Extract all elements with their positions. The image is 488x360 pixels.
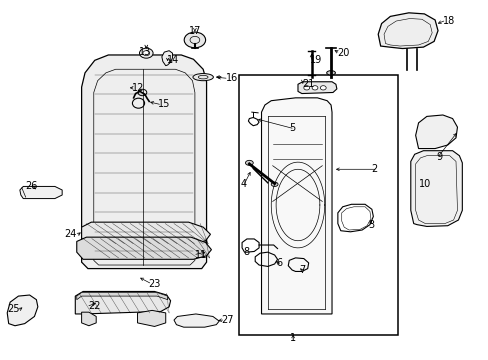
Text: 8: 8 — [243, 247, 249, 257]
Text: 19: 19 — [309, 55, 322, 65]
Text: 22: 22 — [88, 301, 100, 311]
Polygon shape — [297, 82, 336, 94]
Text: 3: 3 — [368, 220, 374, 230]
Text: 9: 9 — [436, 152, 442, 162]
Text: 6: 6 — [276, 258, 282, 268]
Ellipse shape — [139, 48, 153, 58]
Polygon shape — [81, 312, 96, 326]
Polygon shape — [75, 292, 170, 314]
Polygon shape — [77, 293, 167, 300]
Text: 26: 26 — [25, 181, 38, 192]
Text: 1: 1 — [289, 333, 296, 343]
Polygon shape — [77, 237, 211, 259]
Text: 23: 23 — [148, 279, 160, 289]
Circle shape — [320, 86, 325, 90]
Text: 25: 25 — [7, 304, 20, 314]
Text: 12: 12 — [131, 83, 144, 93]
Polygon shape — [415, 115, 457, 149]
Text: 2: 2 — [370, 164, 376, 174]
Ellipse shape — [245, 160, 253, 165]
Polygon shape — [137, 310, 165, 327]
Text: 17: 17 — [188, 26, 201, 36]
Bar — [238, 75, 397, 336]
Ellipse shape — [142, 51, 149, 56]
Text: 4: 4 — [240, 179, 246, 189]
Polygon shape — [81, 222, 210, 244]
Polygon shape — [20, 186, 62, 199]
Text: 15: 15 — [158, 99, 170, 109]
Text: 14: 14 — [166, 55, 179, 65]
Circle shape — [311, 86, 317, 90]
Ellipse shape — [326, 71, 335, 75]
Polygon shape — [174, 314, 219, 327]
Polygon shape — [377, 13, 437, 49]
Text: 5: 5 — [288, 123, 295, 133]
Text: 7: 7 — [298, 265, 305, 275]
Ellipse shape — [271, 182, 278, 186]
Polygon shape — [81, 55, 206, 269]
Polygon shape — [410, 151, 461, 226]
Text: 24: 24 — [64, 229, 77, 239]
Ellipse shape — [193, 73, 213, 81]
Text: 16: 16 — [225, 73, 238, 83]
Circle shape — [303, 86, 309, 90]
Text: 18: 18 — [442, 16, 454, 26]
Text: 20: 20 — [336, 48, 348, 58]
Polygon shape — [7, 295, 38, 326]
Polygon shape — [162, 51, 172, 66]
Text: 13: 13 — [139, 47, 151, 57]
Text: 11: 11 — [195, 250, 207, 260]
Polygon shape — [261, 98, 331, 314]
Circle shape — [184, 32, 205, 48]
Text: 27: 27 — [221, 315, 233, 325]
Text: 10: 10 — [418, 179, 430, 189]
Text: 21: 21 — [301, 78, 314, 89]
